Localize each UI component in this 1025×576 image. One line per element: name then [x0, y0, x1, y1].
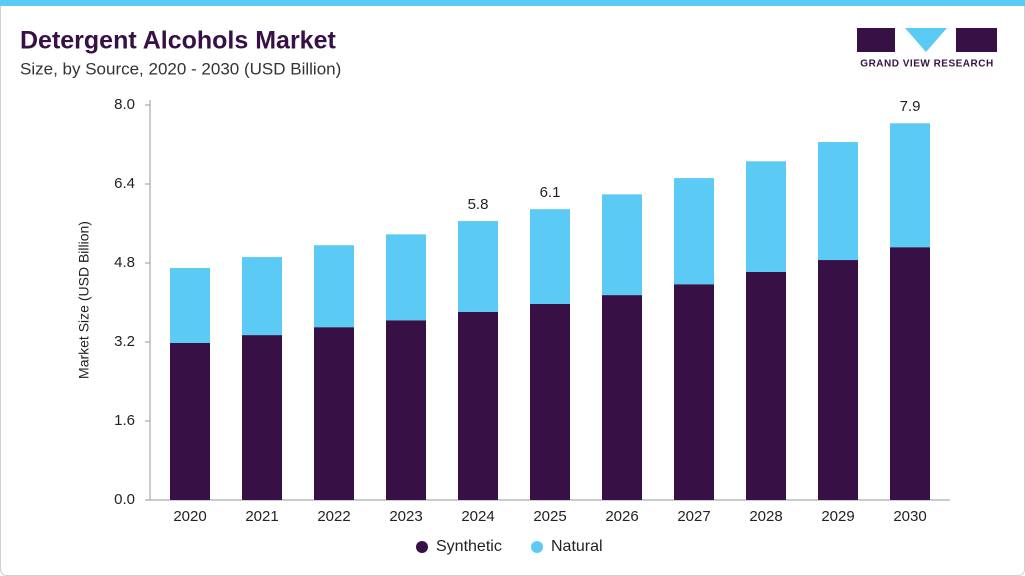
bar-segment	[386, 234, 426, 321]
y-tick-label: 3.2	[114, 333, 135, 350]
bar-segment	[818, 260, 858, 500]
x-tick-label: 2022	[317, 508, 350, 525]
chart-subtitle: Size, by Source, 2020 - 2030 (USD Billio…	[20, 59, 341, 78]
legend-marker	[531, 541, 543, 553]
bar-segment	[314, 245, 354, 328]
legend-label: Synthetic	[436, 538, 502, 555]
chart-title: Detergent Alcohols Market	[20, 27, 336, 55]
y-tick-label: 6.4	[114, 175, 135, 192]
bar-segment	[458, 311, 498, 500]
bar-segment	[242, 257, 282, 336]
x-tick-label: 2026	[605, 508, 638, 525]
x-tick-label: 2020	[173, 508, 206, 525]
x-tick-label: 2024	[461, 508, 494, 525]
x-tick-label: 2027	[677, 508, 710, 525]
x-tick-label: 2030	[893, 508, 926, 525]
legend-marker	[416, 541, 428, 553]
bar-segment	[386, 320, 426, 500]
bar-segment	[890, 247, 930, 500]
x-tick-label: 2028	[749, 508, 782, 525]
x-tick-label: 2029	[821, 508, 854, 525]
bar-segment	[170, 267, 210, 343]
bar-segment	[530, 209, 570, 304]
logo: GRAND VIEW RESEARCH	[857, 28, 997, 70]
x-tick-label: 2025	[533, 508, 566, 525]
bar-segment	[170, 342, 210, 500]
bar-segment	[890, 123, 930, 248]
y-tick-label: 1.6	[114, 412, 135, 429]
logo-triangle	[905, 28, 947, 52]
bar-segment	[314, 327, 354, 500]
bar-segment	[458, 221, 498, 312]
bar-segment	[746, 271, 786, 500]
total-label: 5.8	[468, 196, 489, 213]
bar-segment	[746, 161, 786, 272]
top-band	[0, 0, 1025, 6]
y-tick-label: 8.0	[114, 96, 135, 113]
legend-label: Natural	[551, 538, 603, 555]
y-tick-label: 0.0	[114, 491, 135, 508]
x-tick-label: 2023	[389, 508, 422, 525]
x-tick-label: 2021	[245, 508, 278, 525]
logo-block	[857, 28, 895, 52]
bar-segment	[674, 178, 714, 285]
total-label: 6.1	[540, 184, 561, 201]
total-label: 7.9	[900, 98, 921, 115]
bar-segment	[242, 335, 282, 500]
y-axis-label: Market Size (USD Billion)	[76, 221, 92, 379]
bar-segment	[674, 284, 714, 500]
y-tick-label: 4.8	[114, 254, 135, 271]
bar-segment	[602, 295, 642, 500]
logo-block	[956, 28, 997, 52]
bar-segment	[530, 303, 570, 500]
bar-segment	[602, 194, 642, 296]
logo-text: GRAND VIEW RESEARCH	[860, 59, 993, 70]
bar-segment	[818, 142, 858, 261]
